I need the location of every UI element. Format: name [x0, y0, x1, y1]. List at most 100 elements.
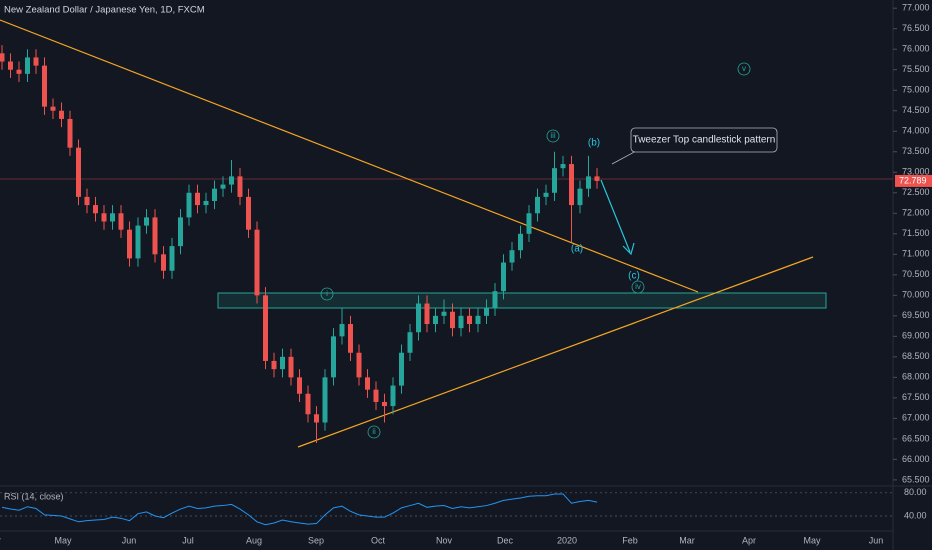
candle-body	[492, 291, 498, 308]
y-tick-label: 71.500	[902, 228, 930, 238]
candle-body	[186, 192, 192, 218]
trend-line	[0, 19, 699, 293]
y-tick-label: 68.000	[902, 372, 930, 382]
y-tick-label: 65.500	[902, 474, 930, 484]
candle-body	[127, 229, 132, 259]
wave-label: iii	[550, 131, 556, 140]
candle-body	[552, 168, 557, 193]
y-tick-label: 76.000	[902, 44, 930, 54]
y-tick-label: 69.000	[902, 331, 930, 341]
candle-body	[501, 262, 506, 292]
candle-body	[220, 184, 226, 189]
price-tag	[895, 174, 932, 187]
x-tick-label: Aug	[246, 535, 262, 545]
y-tick-label: 71.000	[902, 249, 930, 259]
wave-circle	[546, 129, 560, 143]
candle-body	[305, 393, 311, 415]
wave-label: (b)	[588, 138, 600, 149]
price-tag-label: 72.789	[899, 175, 927, 185]
x-tick-label: 2020	[557, 535, 577, 545]
wave-circle	[631, 280, 645, 294]
y-tick-label: 66.500	[902, 433, 930, 443]
candle-body	[254, 229, 260, 296]
candle-body	[0, 53, 5, 62]
candle-body	[118, 213, 124, 230]
candle-body	[594, 176, 600, 181]
candle-body	[322, 377, 328, 423]
candle-body	[314, 414, 319, 423]
rsi-title: RSI (14, close)	[4, 491, 64, 501]
candle-body	[577, 188, 583, 206]
candle-body	[169, 246, 175, 271]
wave-label: (a)	[571, 244, 583, 255]
wave-label: ii	[372, 427, 376, 436]
trend-line	[297, 256, 814, 448]
y-tick-label: 70.000	[902, 290, 930, 300]
candle-body	[569, 164, 574, 206]
candle-body	[152, 217, 158, 255]
candle-body	[93, 205, 98, 214]
candle-body	[288, 356, 294, 378]
x-tick-label: Jun	[869, 535, 884, 545]
candle-body	[535, 196, 540, 214]
candle-body	[560, 164, 566, 169]
y-tick-label: 73.500	[902, 146, 930, 156]
candle-body	[416, 303, 421, 333]
y-tick-label: 74.500	[902, 105, 930, 115]
candle-body	[263, 295, 268, 361]
wave-label: v	[742, 64, 746, 73]
wave-label: iv	[635, 282, 641, 291]
candle-body	[42, 65, 47, 107]
x-tick-label: Jul	[182, 535, 194, 545]
x-tick-label: Dec	[497, 535, 514, 545]
candle-body	[518, 233, 523, 251]
candle-body	[59, 110, 64, 119]
rsi-line	[1, 493, 598, 526]
candle-body	[390, 385, 396, 407]
candle-body	[280, 356, 285, 370]
candle-body	[339, 324, 345, 337]
candle-body	[84, 196, 90, 206]
x-tick-label: Oct	[371, 535, 386, 545]
y-tick-label: 77.000	[902, 3, 930, 13]
candle-body	[348, 324, 353, 353]
x-tick-label: Nov	[436, 535, 453, 545]
candle-body	[441, 311, 447, 316]
candle-body	[458, 315, 464, 329]
zone-box	[217, 292, 827, 309]
candle-body	[356, 352, 362, 378]
candle-body	[484, 307, 489, 316]
candle-body	[382, 401, 387, 407]
candle-body	[76, 147, 81, 197]
wave-circle	[737, 62, 751, 76]
x-tick-label: Sep	[308, 535, 324, 545]
y-tick-label: 69.500	[902, 310, 930, 320]
y-tick-label: 67.000	[902, 413, 930, 423]
candle-body	[178, 217, 183, 247]
candle-body	[144, 217, 149, 226]
rsi-tick-label: 40.00	[904, 510, 927, 520]
wave-circle	[320, 287, 334, 301]
candle-body	[450, 311, 455, 329]
candle-body	[475, 315, 481, 325]
y-tick-label: 73.000	[902, 167, 930, 177]
candle-body	[33, 57, 39, 66]
candle-body	[161, 254, 166, 271]
y-tick-label: 72.500	[902, 187, 930, 197]
candle-body	[229, 176, 234, 185]
y-tick-label: 70.500	[902, 269, 930, 279]
arrow	[600, 179, 631, 253]
wave-label: i	[326, 289, 328, 298]
candle-body	[424, 303, 430, 325]
y-tick-label: 66.000	[902, 454, 930, 464]
wave-circle	[367, 425, 381, 439]
candle-body	[271, 360, 277, 370]
candle-body	[8, 61, 13, 70]
y-tick-label: 72.000	[902, 208, 930, 218]
candle-body	[246, 196, 251, 230]
callout-box	[630, 127, 778, 153]
candle-body	[50, 106, 56, 111]
candle-body	[509, 250, 515, 263]
candle-body	[110, 213, 115, 222]
